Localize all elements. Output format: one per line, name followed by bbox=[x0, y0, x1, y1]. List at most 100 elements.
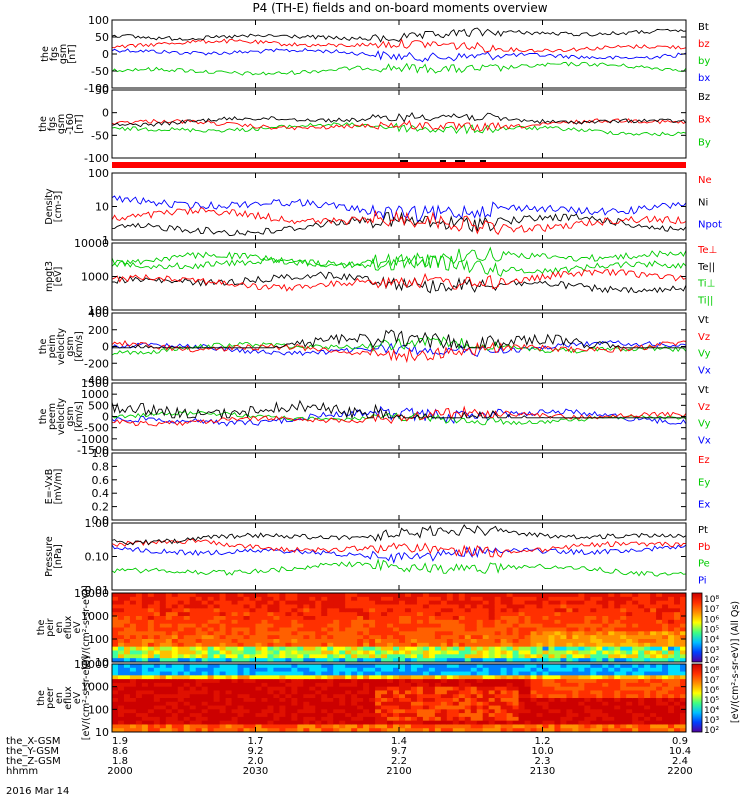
colorbar-tick-label: 10² bbox=[704, 656, 719, 666]
spectrogram-cell bbox=[321, 616, 328, 621]
spectrogram-cell bbox=[482, 690, 490, 695]
spectrogram-cell bbox=[195, 705, 203, 710]
spectrogram-cell bbox=[428, 724, 436, 729]
spectrogram-cell bbox=[530, 654, 538, 659]
series-line-Pt bbox=[112, 524, 686, 546]
spectrogram-cell bbox=[614, 642, 621, 648]
spectrogram-cell bbox=[464, 623, 472, 629]
spectrogram-cell bbox=[141, 698, 149, 703]
spectrogram-cell bbox=[207, 650, 215, 655]
spectrogram-cell bbox=[578, 646, 585, 652]
spectrogram-cell bbox=[542, 698, 550, 703]
spectrogram-cell bbox=[123, 705, 131, 710]
spectrogram-cell bbox=[518, 728, 526, 732]
spectrogram-cell bbox=[542, 646, 550, 652]
spectrogram-cell bbox=[566, 619, 573, 625]
spectrogram-cell bbox=[422, 720, 430, 726]
spectrogram-cell bbox=[369, 664, 376, 669]
spectrogram-cell bbox=[620, 724, 627, 729]
spectrogram-cell bbox=[440, 658, 448, 662]
spectrogram-cell bbox=[141, 716, 149, 722]
spectrogram-cell bbox=[518, 642, 526, 648]
spectrogram-cell bbox=[644, 635, 651, 640]
spectrogram-cell bbox=[333, 694, 340, 699]
spectrogram-cell bbox=[518, 596, 526, 602]
mode-bar-fill bbox=[112, 162, 686, 168]
spectrogram-cell bbox=[177, 604, 185, 609]
spectrogram-cell bbox=[207, 724, 215, 729]
spectrogram-cell bbox=[536, 612, 544, 617]
spectrogram-cell bbox=[536, 705, 544, 710]
spectrogram-cell bbox=[626, 709, 633, 714]
spectrogram-cell bbox=[375, 631, 382, 636]
spectrogram-cell bbox=[153, 608, 161, 613]
spectrogram-cell bbox=[566, 593, 573, 598]
spectrogram-cell bbox=[524, 619, 532, 625]
spectrogram-cell bbox=[614, 631, 621, 636]
spectrogram-cell bbox=[255, 639, 263, 644]
spectrogram-cell bbox=[177, 654, 185, 659]
spectrogram-cell bbox=[614, 650, 621, 655]
spectrogram-cell bbox=[327, 658, 334, 662]
spectrogram-cell bbox=[273, 608, 281, 613]
spectrogram-cell bbox=[644, 658, 651, 662]
spectrogram-cell bbox=[315, 716, 322, 722]
spectrogram-cell bbox=[159, 675, 167, 680]
spectrogram-cell bbox=[656, 728, 663, 732]
spectrogram-cell bbox=[399, 608, 406, 613]
spectrogram-cell bbox=[446, 639, 454, 644]
spectrogram-cell bbox=[680, 646, 686, 652]
spectrogram-cell bbox=[112, 716, 119, 722]
spectrogram-cell bbox=[249, 616, 257, 621]
spectrogram-cell bbox=[626, 701, 633, 707]
spectrogram-cell bbox=[632, 667, 639, 673]
spectrogram-cell bbox=[578, 654, 585, 659]
spectrogram-cell bbox=[369, 694, 376, 699]
spectrogram-cell bbox=[327, 686, 334, 692]
spectrogram-cell bbox=[662, 619, 669, 625]
spectrogram-cell bbox=[530, 596, 538, 602]
spectrogram-cell bbox=[446, 701, 454, 707]
spectrogram-cell bbox=[608, 635, 615, 640]
spectrogram-cell bbox=[428, 639, 436, 644]
spectrogram-cell bbox=[428, 713, 436, 718]
spectrogram-cell bbox=[393, 679, 400, 684]
spectrogram-cell bbox=[518, 627, 526, 632]
spectrogram-cell bbox=[219, 705, 227, 710]
spectrogram-cell bbox=[404, 600, 412, 606]
spectrogram-cell bbox=[381, 627, 388, 632]
spectrogram-cell bbox=[422, 694, 430, 699]
spectrogram-cell bbox=[512, 627, 520, 632]
spectrogram-cell bbox=[183, 709, 191, 714]
spectrogram-cell bbox=[285, 720, 292, 726]
spectrogram-cell bbox=[147, 713, 155, 718]
spectrogram-cell bbox=[357, 705, 364, 710]
spectrogram-cell bbox=[602, 690, 609, 695]
spectrogram-cell bbox=[434, 667, 442, 673]
spectrogram-cell bbox=[285, 642, 292, 648]
spectrogram-cell bbox=[285, 654, 292, 659]
spectrogram-cell bbox=[321, 619, 328, 625]
spectrogram-cell bbox=[399, 616, 406, 621]
spectrogram-cell bbox=[165, 642, 173, 648]
spectrogram-cell bbox=[141, 720, 149, 726]
spectrogram-cell bbox=[602, 716, 609, 722]
spectrogram-cell bbox=[219, 675, 227, 680]
spectrogram-cell bbox=[650, 616, 657, 621]
spectrogram-cell bbox=[422, 623, 430, 629]
spectrogram-cell bbox=[141, 596, 149, 602]
spectrogram-cell bbox=[273, 654, 281, 659]
spectrogram-cell bbox=[644, 631, 651, 636]
spectrogram-cell bbox=[237, 705, 245, 710]
spectrogram-cell bbox=[189, 604, 197, 609]
spectrogram-cell bbox=[261, 627, 269, 632]
spectrogram-cell bbox=[404, 619, 412, 625]
spectrogram-cell bbox=[554, 646, 562, 652]
spectrogram-cell bbox=[530, 642, 538, 648]
spectrogram-cell bbox=[578, 671, 585, 676]
spectrogram-cell bbox=[351, 690, 358, 695]
spectrogram-cell bbox=[578, 675, 585, 680]
spectrogram-cell bbox=[147, 701, 155, 707]
spectrogram-cell bbox=[530, 675, 538, 680]
spectrogram-cell bbox=[219, 709, 227, 714]
